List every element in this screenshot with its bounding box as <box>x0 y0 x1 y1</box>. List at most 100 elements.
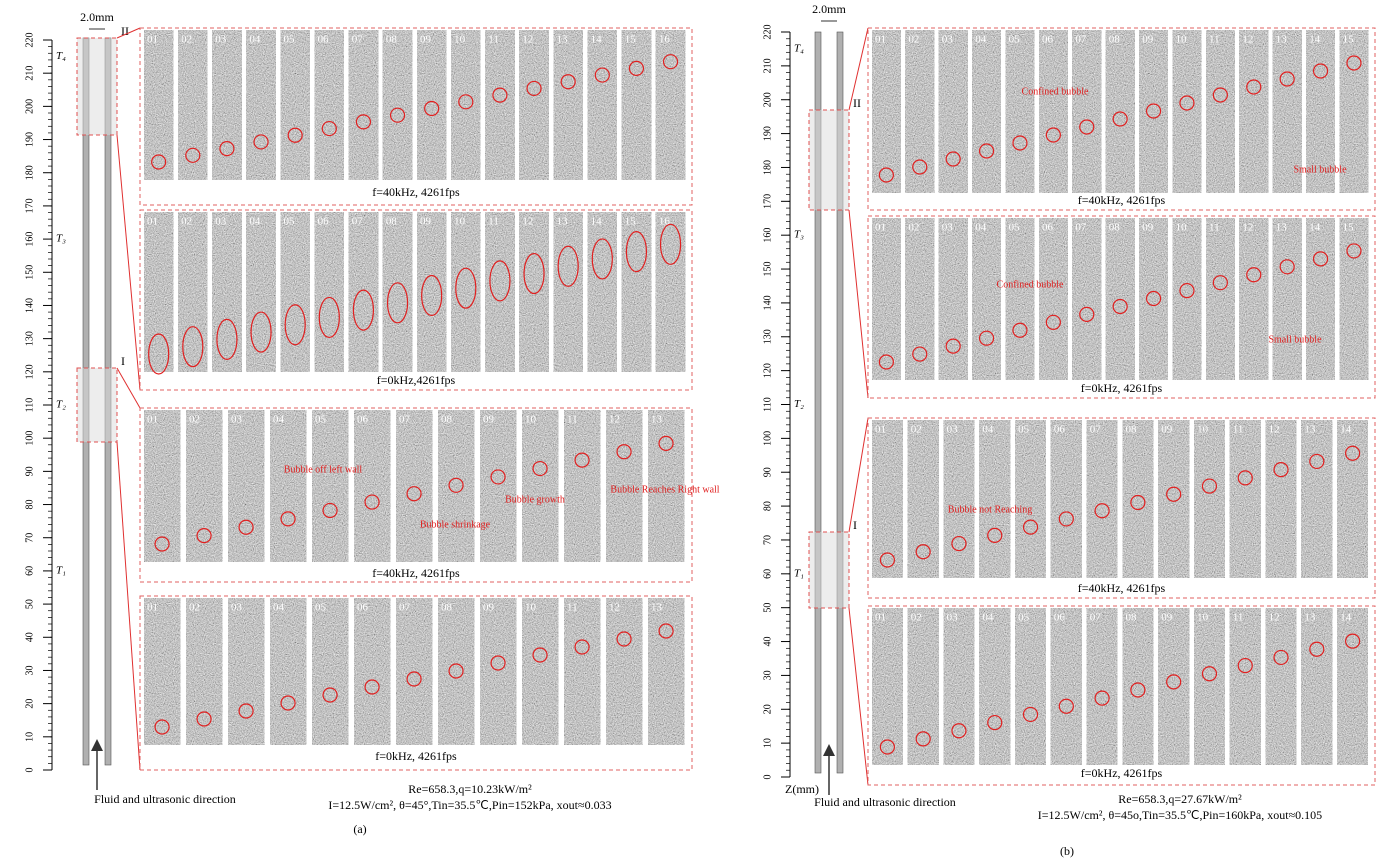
frame-number: 04 <box>982 424 994 436</box>
frame-image <box>1340 218 1369 380</box>
frame-image <box>1051 420 1082 578</box>
ruler-tick-label: 60 <box>762 569 773 579</box>
frame-image <box>246 30 275 180</box>
ruler-tick-label: 60 <box>24 566 35 576</box>
frame-number: 06 <box>318 34 330 46</box>
frame-image <box>312 410 348 562</box>
frame-image <box>908 608 939 765</box>
frame-number: 06 <box>357 414 369 426</box>
frame-number: 09 <box>1161 424 1173 436</box>
frame-image <box>1230 420 1261 578</box>
ruler-tick-label: 80 <box>762 501 773 511</box>
frame-image <box>1139 218 1168 380</box>
ruler-tick-label: 30 <box>762 670 773 680</box>
frame-number: 01 <box>875 612 886 624</box>
frame-number: 02 <box>189 602 200 614</box>
thermocouple-label: T₃ <box>56 233 66 245</box>
frame-image <box>144 212 173 372</box>
ruler-tick-label: 10 <box>762 738 773 748</box>
frame-number: 02 <box>181 34 192 46</box>
frame-image <box>1158 420 1189 578</box>
frame-image <box>939 218 968 380</box>
frame-number: 13 <box>557 216 569 228</box>
strip-caption: f=0kHz, 4261fps <box>375 749 457 763</box>
frame-number: 10 <box>1197 424 1209 436</box>
frame-image <box>905 218 934 380</box>
frame-image <box>519 212 548 372</box>
frame-image <box>438 410 474 562</box>
annotation: Bubble shrinkage <box>420 519 491 530</box>
frame-number: 10 <box>454 216 466 228</box>
frame-image <box>1301 420 1332 578</box>
frame-number: 04 <box>982 612 994 624</box>
ruler-tick-label: 110 <box>24 398 35 413</box>
ruler-tick-label: 130 <box>762 329 773 344</box>
ruler-tick-label: 110 <box>762 397 773 412</box>
frame-number: 06 <box>318 216 330 228</box>
frame-number: 11 <box>488 216 499 228</box>
frame-number: 01 <box>875 34 886 46</box>
frame-image <box>979 608 1010 765</box>
frame-number: 13 <box>1304 424 1316 436</box>
frame-number: 05 <box>284 216 296 228</box>
frame-number: 14 <box>1340 612 1352 624</box>
region-box <box>809 532 849 608</box>
frame-number: 09 <box>483 602 495 614</box>
frame-number: 12 <box>1242 222 1253 234</box>
ruler-tick-label: 190 <box>24 132 35 147</box>
frame-number: 10 <box>525 602 537 614</box>
frame-number: 07 <box>1075 222 1087 234</box>
frame-number: 12 <box>1242 34 1253 46</box>
frame-number: 03 <box>231 602 243 614</box>
frame-number: 11 <box>567 602 578 614</box>
annotation: Bubble growth <box>505 494 565 505</box>
frame-number: 12 <box>1269 612 1280 624</box>
frame-number: 03 <box>947 424 959 436</box>
frame-image <box>480 598 516 745</box>
frame-image <box>1072 30 1101 193</box>
tube-width: 2.0mm <box>812 2 846 16</box>
region-box <box>77 368 117 442</box>
frame-image <box>1266 420 1297 578</box>
annotation: Confined bubble <box>1022 86 1089 97</box>
frame-number: 03 <box>215 216 227 228</box>
ruler-tick-label: 150 <box>762 262 773 277</box>
frame-image <box>270 410 306 562</box>
frame-number: 05 <box>1018 424 1029 436</box>
frame-image <box>1039 218 1068 380</box>
frame-number: 01 <box>147 414 158 426</box>
direction-label: Fluid and ultrasonic direction <box>94 792 236 806</box>
frame-number: 02 <box>908 34 919 46</box>
frame-number: 16 <box>659 216 671 228</box>
frame-image <box>349 212 378 372</box>
frame-image <box>383 212 412 372</box>
strip-caption: f=40kHz, 4261fps <box>372 566 460 580</box>
frame-image <box>485 30 514 180</box>
region-box <box>809 110 849 210</box>
ruler-tick-label: 100 <box>24 431 35 446</box>
frame-image <box>1266 608 1297 765</box>
ruler-tick-label: 20 <box>24 699 35 709</box>
frame-number: 11 <box>567 414 578 426</box>
frame-image <box>979 420 1010 578</box>
frame-image <box>315 212 344 372</box>
frame-image <box>972 30 1001 193</box>
frame-number: 05 <box>1009 222 1021 234</box>
frame-number: 10 <box>1197 612 1209 624</box>
annotation: Small bubble <box>1268 334 1322 345</box>
frame-number: 08 <box>441 414 453 426</box>
frame-number: 06 <box>357 602 369 614</box>
frame-number: 09 <box>483 414 495 426</box>
frame-number: 07 <box>1090 424 1102 436</box>
frame-image <box>554 212 583 372</box>
frame-image <box>872 608 903 765</box>
frame-image <box>564 410 600 562</box>
region-connector <box>117 368 140 408</box>
frame-image <box>522 598 558 745</box>
ruler-tick-label: 150 <box>24 265 35 280</box>
frame-number: 13 <box>651 602 663 614</box>
frame-image <box>438 598 474 745</box>
frame-number: 10 <box>525 414 537 426</box>
frame-number: 14 <box>591 34 603 46</box>
frame-number: 14 <box>1340 424 1352 436</box>
